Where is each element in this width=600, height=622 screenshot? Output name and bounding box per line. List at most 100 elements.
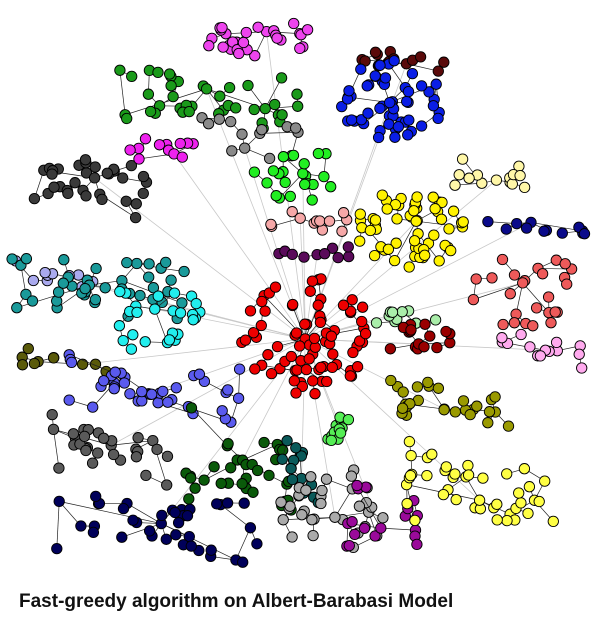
- network-node: [288, 17, 300, 30]
- network-node: [183, 493, 195, 505]
- network-node: [286, 473, 299, 486]
- network-node: [355, 63, 367, 75]
- network-node: [263, 152, 276, 165]
- network-node: [415, 120, 428, 132]
- network-node: [39, 266, 51, 279]
- network-node: [397, 386, 409, 398]
- network-node: [275, 496, 287, 508]
- network-node: [53, 495, 65, 508]
- network-node: [431, 341, 443, 354]
- community-periwinkle: [63, 349, 246, 428]
- community-blue-nodes: [336, 55, 445, 144]
- network-node: [483, 406, 496, 418]
- network-node: [249, 50, 261, 62]
- community-gold-nodes: [400, 435, 559, 528]
- network-node: [304, 285, 316, 297]
- network-node: [242, 79, 254, 92]
- network-node: [456, 153, 469, 165]
- network-node: [524, 341, 536, 353]
- community-green: [114, 64, 304, 135]
- community-silver: [275, 464, 389, 554]
- community-magenta-nodes: [124, 133, 199, 165]
- network-node: [170, 529, 182, 541]
- community-green-nodes: [114, 64, 304, 135]
- network-node: [450, 493, 462, 506]
- network-node: [391, 213, 403, 225]
- network-node: [536, 268, 549, 280]
- network-node: [205, 544, 217, 556]
- network-node: [385, 374, 397, 387]
- network-node: [256, 295, 268, 308]
- network-node: [139, 133, 152, 145]
- network-node: [114, 285, 126, 298]
- community-clusters: [6, 17, 591, 568]
- network-node: [372, 131, 385, 144]
- network-node: [325, 330, 338, 342]
- network-node: [298, 158, 310, 170]
- network-node: [307, 375, 319, 387]
- network-node: [545, 317, 557, 329]
- network-node: [353, 335, 366, 347]
- network-node: [307, 529, 319, 542]
- community-dark-gray: [28, 154, 153, 224]
- network-node: [501, 468, 513, 480]
- network-node: [160, 256, 172, 269]
- network-node: [374, 102, 386, 115]
- network-node: [432, 65, 444, 77]
- network-node: [284, 190, 296, 203]
- network-node: [306, 275, 319, 287]
- network-node: [405, 449, 417, 462]
- network-node: [288, 375, 300, 387]
- network-node: [213, 113, 225, 125]
- community-gold: [400, 435, 559, 528]
- network-node: [52, 286, 65, 298]
- network-node: [315, 497, 327, 510]
- network-node: [11, 302, 23, 314]
- network-node: [429, 203, 441, 215]
- network-node: [467, 293, 480, 306]
- network-node: [292, 100, 304, 112]
- network-node: [440, 461, 452, 473]
- network-node: [162, 396, 174, 408]
- community-light-green-nodes: [370, 305, 442, 329]
- network-node: [131, 306, 143, 319]
- network-node: [185, 472, 197, 484]
- network-node: [377, 512, 389, 524]
- network-node: [269, 281, 282, 293]
- network-node: [401, 497, 413, 510]
- community-navy: [482, 215, 591, 240]
- network-node: [279, 176, 291, 189]
- network-node: [89, 161, 101, 173]
- network-node: [384, 96, 396, 109]
- network-node: [491, 498, 503, 510]
- network-node: [258, 436, 270, 449]
- network-node: [117, 172, 129, 184]
- community-midnight-nodes: [51, 490, 263, 568]
- network-node: [325, 434, 337, 447]
- network-node: [47, 352, 60, 364]
- network-node: [149, 303, 161, 315]
- network-node: [522, 507, 534, 520]
- network-node: [534, 350, 547, 362]
- network-node: [121, 112, 133, 125]
- network-node: [233, 363, 246, 375]
- community-bright-green-nodes: [322, 411, 355, 447]
- network-node: [496, 332, 508, 344]
- community-bright-green: [322, 411, 355, 447]
- network-node: [80, 190, 92, 202]
- network-node: [185, 402, 198, 414]
- network-node: [225, 462, 237, 474]
- network-node: [419, 318, 431, 330]
- network-node: [152, 290, 164, 302]
- community-dark-red: [384, 318, 456, 355]
- network-node: [300, 484, 312, 496]
- edge: [220, 504, 251, 529]
- network-node: [281, 435, 293, 447]
- community-purple: [273, 241, 355, 264]
- network-node: [440, 325, 452, 338]
- network-node: [217, 41, 229, 53]
- network-node: [294, 212, 306, 224]
- network-node: [573, 348, 585, 360]
- network-node: [230, 102, 242, 114]
- network-node: [78, 430, 91, 443]
